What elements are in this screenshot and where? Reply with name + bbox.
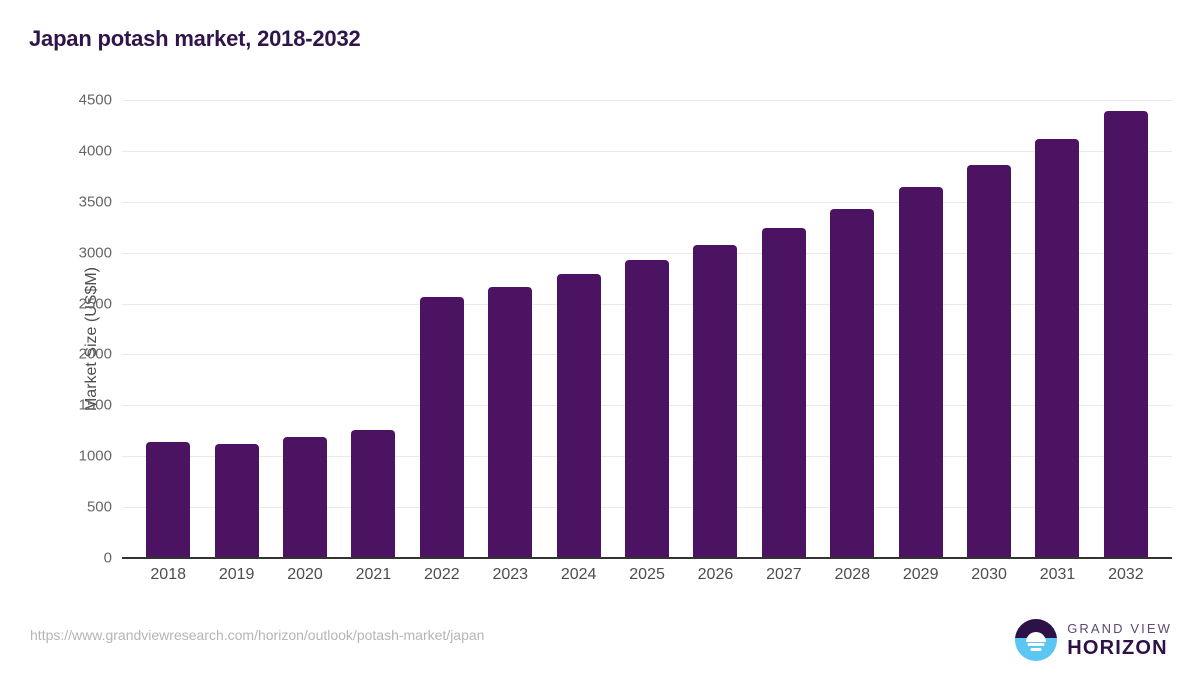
bar-chart: Market Size (US$M) 0 500 1000 1500 2000 2500 3… [0,92,1172,584]
plot-area [122,100,1172,559]
y-axis-tick-labels: 0 500 1000 1500 2000 2500 3000 3500 4000 4500 [0,92,112,567]
y-axis-tick: 1500 [78,396,112,414]
bar-slot [750,100,818,558]
x-axis-tick: 2025 [629,566,665,583]
x-axis-tick: 2023 [492,566,529,583]
bar-2030[interactable] [967,164,1012,558]
x-axis-tick: 2018 [150,566,186,583]
footer: https://www.grandviewresearch.com/horizo… [0,600,1200,675]
bar-2025[interactable] [625,259,670,558]
bar-slot [408,100,476,558]
bar-slot [476,100,544,558]
gridline [122,100,1172,101]
logo-sun-dome [1026,632,1047,643]
x-axis-tick: 2020 [287,566,323,583]
x-axis-tick: 2027 [766,566,802,583]
bar-slot [1023,100,1091,558]
grand-view-horizon-logo: GRAND VIEW HORIZON [1015,618,1172,662]
bar-2019[interactable] [214,444,259,558]
bar-slot [271,100,339,558]
gridline [122,252,1172,254]
y-axis-tick: 2500 [78,295,112,313]
x-axis-tick: 2024 [560,566,597,583]
y-axis-tick: 500 [86,498,112,516]
y-axis-tick: 3000 [78,244,112,262]
x-axis-tick-labels: 2018 2019 2020 2021 2022 2023 2024 2025 2026 2027… [122,566,1172,584]
x-axis-tick: 2026 [697,566,734,583]
bar-2032[interactable] [1103,111,1148,558]
y-axis-tick: 3500 [78,193,112,211]
bar-2027[interactable] [761,227,806,558]
x-axis-tick: 2022 [424,566,460,583]
y-axis-tick: 4000 [78,142,112,160]
bar-slot [134,100,202,558]
bar-2031[interactable] [1035,139,1080,558]
bar-slot [544,100,612,558]
x-axis-tick: 2030 [971,566,1007,583]
logo-wordmark: GRAND VIEW HORIZON [1067,621,1172,659]
y-axis-tick: 0 [103,549,112,567]
logo-ray-lower [1030,647,1042,651]
logo-sky-half [1015,619,1058,639]
source-url[interactable]: https://www.grandviewresearch.com/horizo… [30,627,485,643]
x-axis-tick: 2032 [1108,566,1144,583]
bar-series [122,100,1172,558]
bar-2028[interactable] [830,208,875,558]
bar-2022[interactable] [419,297,464,558]
page-title: Japan potash market, 2018-2032 [29,26,361,51]
bar-2026[interactable] [693,244,738,558]
logo-line-horizon: HORIZON [1067,637,1168,660]
bar-slot [681,100,749,558]
horizon-sun-icon [1015,619,1058,661]
gridline [122,150,1172,152]
bar-2029[interactable] [898,187,943,558]
x-axis-tick: 2021 [355,566,392,583]
y-axis-tick: 1000 [78,447,112,465]
bar-2018[interactable] [146,441,191,558]
bar-2024[interactable] [556,274,601,558]
x-axis-line [122,557,1172,559]
bar-slot [955,100,1023,558]
y-axis-tick: 4500 [78,91,112,109]
bar-slot [613,100,681,558]
logo-line-grand-view: GRAND VIEW [1067,620,1172,636]
bar-slot [1092,100,1160,558]
gridline [122,201,1172,203]
bar-slot [339,100,407,558]
bar-slot [818,100,886,558]
bar-2023[interactable] [488,287,533,558]
x-axis-tick: 2028 [834,566,871,583]
bar-slot [202,100,270,558]
x-axis-tick: 2031 [1039,566,1076,583]
bar-slot [886,100,954,558]
y-axis-tick: 2000 [78,345,112,363]
bar-2020[interactable] [283,436,328,558]
logo-ray-upper [1027,642,1045,646]
x-axis-tick: 2029 [902,566,939,583]
x-axis-tick: 2019 [218,566,255,583]
bar-2021[interactable] [351,429,396,558]
